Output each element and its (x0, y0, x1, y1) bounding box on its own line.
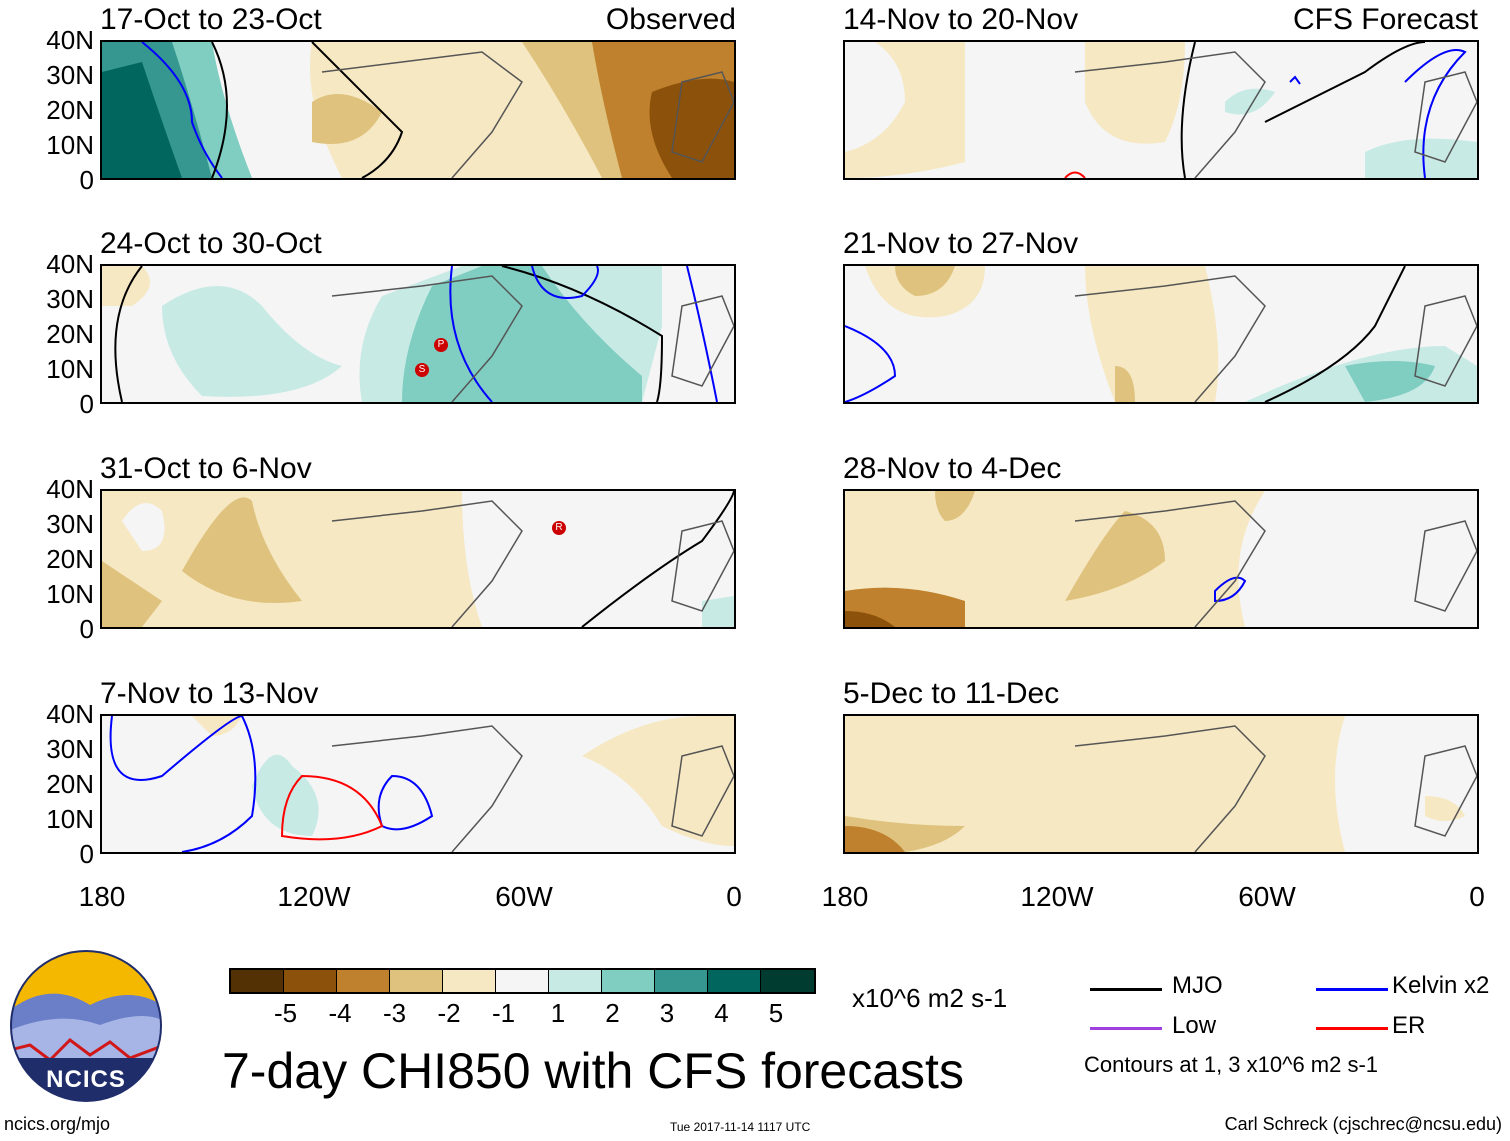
panel-6-title: 21-Nov to 27-Nov (843, 227, 1079, 260)
lat-label: 0 (79, 389, 94, 419)
lat-label: 20N (46, 544, 94, 574)
colorbar-swatch (443, 970, 496, 992)
panel-1-observed-label: Observed (605, 3, 736, 36)
colorbar-tick-label: -4 (328, 998, 352, 1028)
lat-label: 10N (46, 804, 94, 834)
colorbar-swatch (708, 970, 761, 992)
colorbar-swatch (390, 970, 443, 992)
colorbar-swatch (549, 970, 602, 992)
lat-label: 40N (46, 474, 94, 504)
lon-label: 60W (495, 881, 553, 912)
lat-label: 30N (46, 284, 94, 314)
storm-marker-r: R (552, 521, 566, 535)
colorbar-swatch (602, 970, 655, 992)
legend-label-er: ER (1392, 1012, 1426, 1039)
lat-label: 20N (46, 95, 94, 125)
lat-label: 10N (46, 354, 94, 384)
footer-timestamp: Tue 2017-11-14 1117 UTC (670, 1120, 811, 1134)
lon-label: 120W (1020, 881, 1094, 912)
main-title: 7-day CHI850 with CFS forecasts (222, 1043, 964, 1099)
colorbar-swatch (496, 970, 549, 992)
panel-8-title: 5-Dec to 11-Dec (843, 677, 1060, 710)
lon-label: 60W (1238, 881, 1296, 912)
lat-label: 20N (46, 769, 94, 799)
lat-label: 40N (46, 699, 94, 729)
legend-line-kelvin (1316, 988, 1388, 991)
map-panel-8 (843, 714, 1479, 854)
colorbar-tick-label: -2 (437, 998, 461, 1028)
colorbar-tick-label: -1 (491, 998, 516, 1028)
colorbar-swatch (761, 970, 814, 992)
panel-2-title: 24-Oct to 30-Oct (100, 227, 322, 260)
colorbar-tick-label: -3 (382, 998, 407, 1028)
lat-label: 10N (46, 130, 94, 160)
colorbar-tick-label: 1 (550, 998, 566, 1028)
legend-label-low: Low (1172, 1012, 1217, 1039)
lat-label: 0 (79, 614, 94, 644)
map-panel-2: S P (100, 264, 736, 404)
lat-label: 0 (79, 165, 94, 195)
colorbar-swatch (284, 970, 337, 992)
panel-3-title: 31-Oct to 6-Nov (100, 452, 312, 485)
lat-label: 20N (46, 319, 94, 349)
colorbar (229, 968, 816, 994)
colorbar-tick-label: -5 (273, 998, 298, 1028)
legend-line-mjo (1090, 988, 1162, 991)
map-panel-7 (843, 489, 1479, 629)
colorbar-tick-label: 2 (605, 998, 620, 1028)
lon-label: 120W (277, 881, 351, 912)
map-panel-5 (843, 40, 1479, 180)
lon-label: 180 (821, 881, 869, 912)
ncics-logo: NCICS (10, 950, 162, 1102)
panel-7-title: 28-Nov to 4-Dec (843, 452, 1062, 485)
colorbar-tick-label: 5 (768, 998, 784, 1028)
lat-label: 0 (79, 839, 94, 869)
contour-note: Contours at 1, 3 x10^6 m2 s-1 (1084, 1052, 1379, 1077)
map-panel-6 (843, 264, 1479, 404)
storm-marker-s: S (415, 363, 429, 377)
panel-4-title: 7-Nov to 13-Nov (100, 677, 319, 710)
logo-text: NCICS (46, 1066, 126, 1093)
legend-label-mjo: MJO (1172, 972, 1223, 999)
colorbar-tick-label: 3 (659, 998, 675, 1028)
colorbar-swatch (655, 970, 708, 992)
lon-label: 0 (1469, 881, 1485, 912)
legend-label-kelvin: Kelvin x2 (1392, 972, 1490, 999)
panel-5-title: 14-Nov to 20-Nov (843, 3, 1079, 36)
map-panel-4 (100, 714, 736, 854)
legend-line-er (1316, 1027, 1388, 1030)
colorbar-tick-label: 4 (714, 998, 729, 1028)
lat-label: 40N (46, 25, 94, 55)
storm-marker-p: P (434, 338, 448, 352)
map-panel-3: R (100, 489, 736, 629)
legend-line-low (1090, 1027, 1162, 1030)
lon-label: 0 (726, 881, 742, 912)
lat-label: 30N (46, 509, 94, 539)
panel-5-forecast-label: CFS Forecast (1292, 3, 1478, 36)
lat-label: 30N (46, 734, 94, 764)
lat-label: 30N (46, 60, 94, 90)
lat-label: 10N (46, 579, 94, 609)
colorbar-swatch (231, 970, 284, 992)
lon-label: 180 (78, 881, 126, 912)
footer-url[interactable]: ncics.org/mjo (4, 1114, 111, 1134)
colorbar-swatch (337, 970, 390, 992)
panel-1-title: 17-Oct to 23-Oct (100, 3, 322, 36)
footer-credit: Carl Schreck (cjschrec@ncsu.edu) (1224, 1114, 1502, 1134)
map-panel-1 (100, 40, 736, 180)
lat-label: 40N (46, 249, 94, 279)
colorbar-units: x10^6 m2 s-1 (852, 983, 1008, 1013)
